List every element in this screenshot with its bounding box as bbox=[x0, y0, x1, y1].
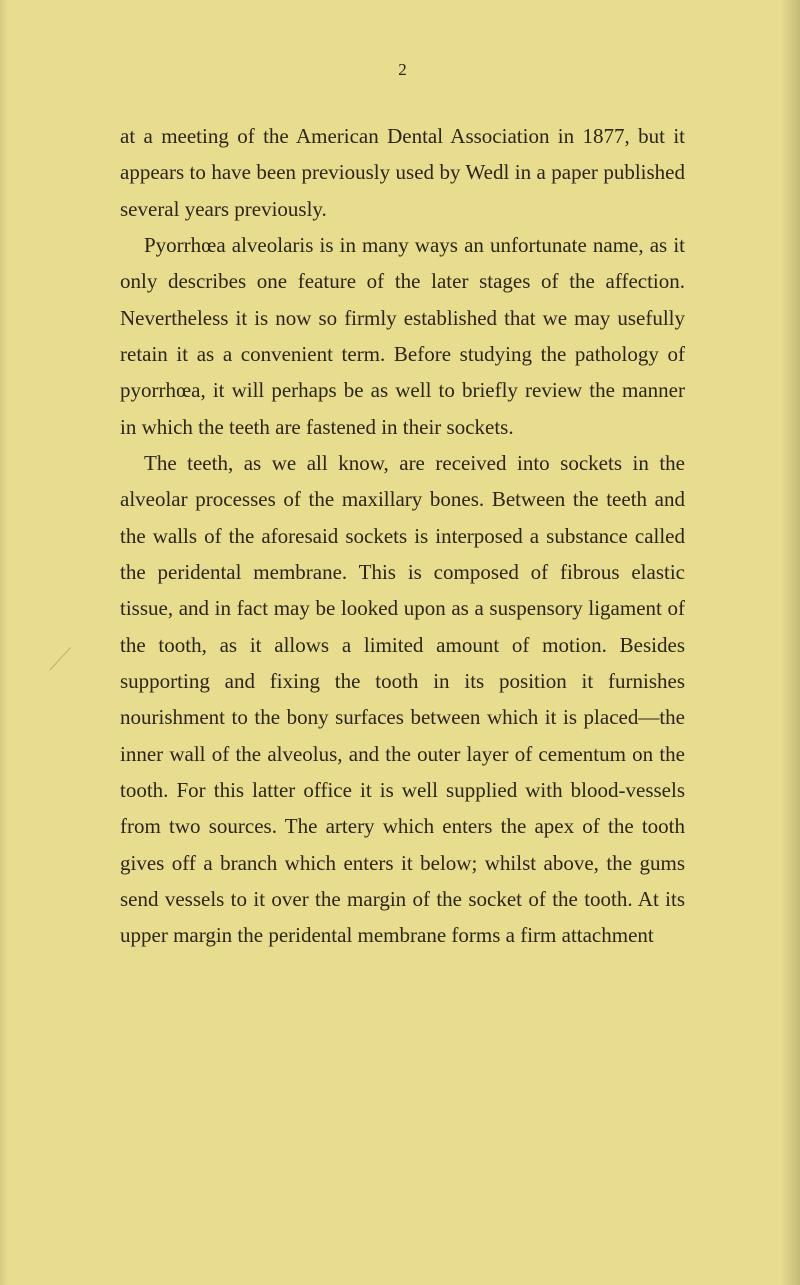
page-shadow-left bbox=[0, 0, 8, 1285]
margin-annotation: ⟋ bbox=[47, 644, 69, 678]
page-number: 2 bbox=[120, 60, 685, 80]
paragraph-1: at a meeting of the American Dental Asso… bbox=[120, 118, 685, 227]
paragraph-3: The teeth, as we all know, are received … bbox=[120, 445, 685, 954]
document-page: 2 at a meeting of the American Dental As… bbox=[0, 0, 800, 1014]
page-shadow-right bbox=[780, 0, 800, 1285]
paragraph-2: Pyorrhœa alveolaris is in many ways an u… bbox=[120, 227, 685, 445]
